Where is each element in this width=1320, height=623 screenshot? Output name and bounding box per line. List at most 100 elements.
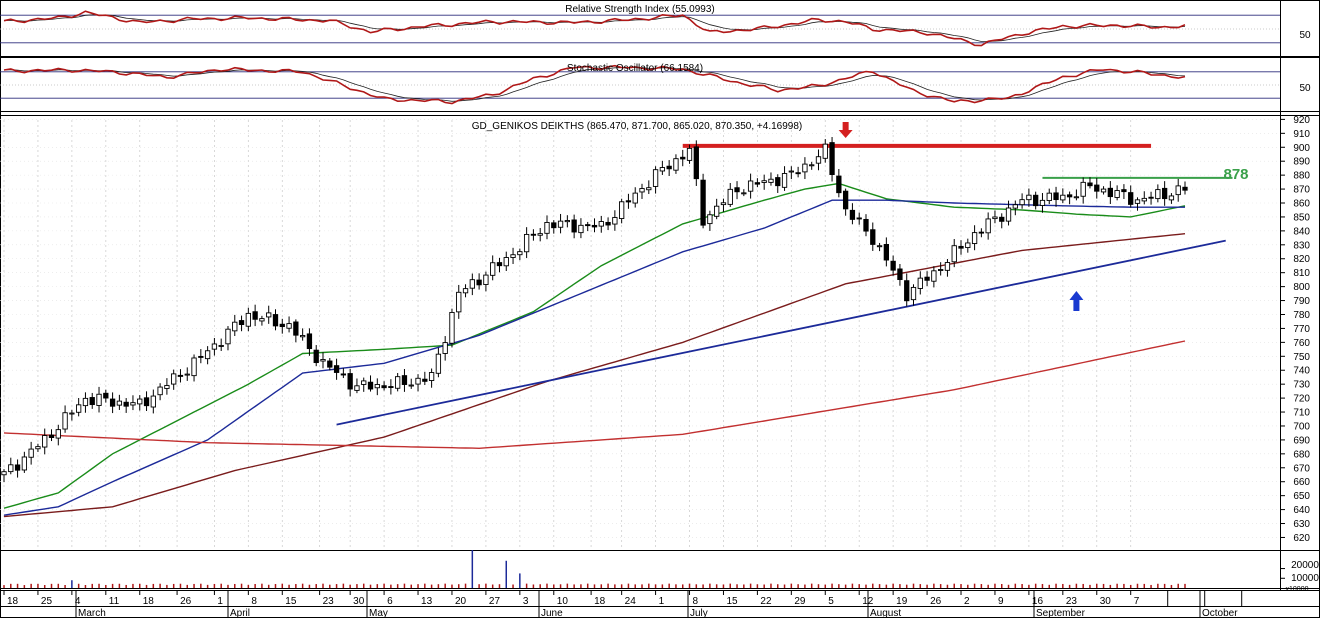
candle-up xyxy=(727,188,733,205)
candle-up xyxy=(618,201,625,219)
candle-up xyxy=(802,163,808,173)
candle-up xyxy=(449,311,455,344)
candle-up xyxy=(408,384,414,387)
x-tick-label: 10 xyxy=(557,596,569,607)
candle-up xyxy=(1134,199,1141,204)
candle-down xyxy=(870,229,876,245)
support-trendline xyxy=(336,239,1226,426)
arrow-down-icon xyxy=(838,122,853,138)
month-label: August xyxy=(870,608,901,618)
y-tick-label: 900 xyxy=(1293,143,1310,154)
candle-up xyxy=(42,435,48,448)
candle-up xyxy=(557,220,564,228)
candle-up xyxy=(673,158,679,171)
candle-up xyxy=(428,372,435,381)
candle-up xyxy=(374,384,380,389)
candle-up xyxy=(686,147,693,161)
candle-down xyxy=(571,219,577,233)
candle-up xyxy=(503,257,509,267)
candle-up xyxy=(82,397,89,407)
candle-down xyxy=(1033,194,1039,207)
candle-up xyxy=(1012,204,1018,209)
candle-up xyxy=(1026,194,1032,201)
x-tick-label: 7 xyxy=(1134,596,1140,607)
candle-down xyxy=(313,349,319,364)
candle-up xyxy=(938,269,944,271)
candle-down xyxy=(1087,182,1093,187)
candle-up xyxy=(354,385,360,391)
candle-up xyxy=(646,187,652,191)
y-tick-label: 920 xyxy=(1293,115,1310,126)
month-label: May xyxy=(369,608,388,618)
y-tick-label: 690 xyxy=(1293,435,1310,446)
x-tick-label: 15 xyxy=(285,596,297,607)
x-tick-label: 29 xyxy=(794,596,806,607)
candle-down xyxy=(585,224,591,227)
x-tick-label: 23 xyxy=(323,596,335,607)
candle-up xyxy=(137,398,143,405)
candle-up xyxy=(537,233,543,236)
y-tick-label: 630 xyxy=(1293,519,1310,530)
ma-long-line xyxy=(3,340,1186,450)
candle-up xyxy=(1005,207,1012,222)
candle-up xyxy=(299,335,306,338)
candle-up xyxy=(395,376,401,389)
candle-down xyxy=(367,381,374,390)
candle-up xyxy=(1114,190,1120,198)
x-tick-label: 1 xyxy=(659,596,665,607)
candle-down xyxy=(924,276,930,281)
candle-down xyxy=(103,392,109,399)
candle-up xyxy=(1155,189,1161,200)
candle-up xyxy=(632,192,638,204)
indicator-lines xyxy=(3,10,1233,518)
candle-up xyxy=(130,402,136,406)
candle-up xyxy=(612,217,618,225)
candle-down xyxy=(1107,187,1113,198)
candle-down xyxy=(666,165,672,170)
y-tick-label: 650 xyxy=(1293,491,1310,502)
y-tick-label: 830 xyxy=(1293,240,1310,251)
candle-up xyxy=(822,143,828,159)
y-tick-label: 700 xyxy=(1293,421,1310,432)
candle-down xyxy=(734,187,740,193)
candle-up xyxy=(204,350,211,360)
candle-up xyxy=(523,233,530,253)
candle-up xyxy=(714,205,720,217)
candle-down xyxy=(198,355,204,358)
month-label: June xyxy=(541,608,563,618)
y-tick-label: 770 xyxy=(1293,324,1310,335)
candle-down xyxy=(48,434,55,439)
candle-down xyxy=(143,397,150,407)
candle-down xyxy=(680,156,686,160)
month-label: September xyxy=(1036,608,1086,618)
candle-down xyxy=(836,175,842,194)
candle-up xyxy=(1100,188,1107,193)
ma-mid-line xyxy=(3,199,1185,516)
candle-up xyxy=(1039,199,1046,206)
candle-up xyxy=(944,262,951,271)
y-tick-label: 850 xyxy=(1293,212,1310,223)
candle-down xyxy=(422,378,428,382)
candle-up xyxy=(8,464,14,473)
y-tick-label: 730 xyxy=(1293,380,1310,391)
y-tick-label: 780 xyxy=(1293,310,1310,321)
y-tick-label: 670 xyxy=(1293,463,1310,474)
candle-down xyxy=(306,333,313,350)
candle-down xyxy=(958,245,964,249)
candle-down xyxy=(496,262,503,267)
rsi-line xyxy=(3,10,1186,47)
candle-down xyxy=(863,218,869,232)
candle-up xyxy=(720,202,727,206)
y-tick-label: 820 xyxy=(1293,254,1310,265)
volume-tick-10000: 10000 xyxy=(1291,573,1319,584)
x-tick-label: 15 xyxy=(726,596,738,607)
x-tick-label: 20 xyxy=(455,596,467,607)
candle-up xyxy=(741,192,747,195)
candle-up xyxy=(1168,195,1175,201)
candle-down xyxy=(14,464,21,471)
candle-up xyxy=(218,344,224,347)
candle-up xyxy=(483,274,489,285)
